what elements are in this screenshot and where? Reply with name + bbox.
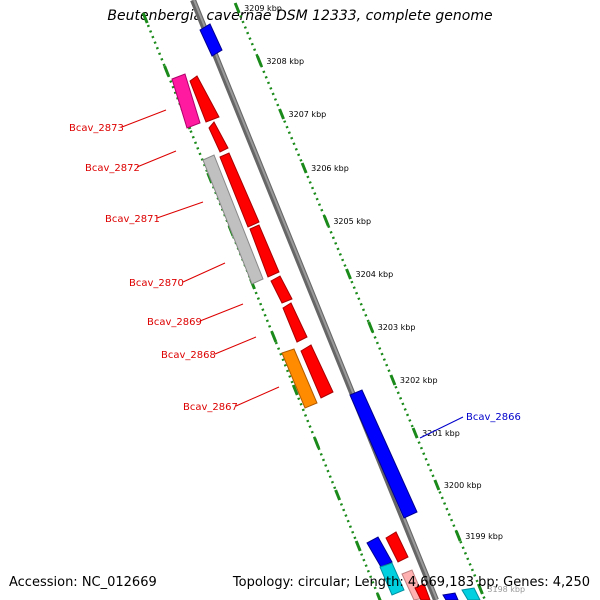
gene-red-c[interactable] [219, 152, 260, 228]
gene-features[interactable] [171, 23, 481, 600]
gene-label-bcav-2869[interactable]: Bcav_2869 [147, 303, 244, 328]
gene-label-bcav-2868[interactable]: Bcav_2868 [161, 336, 257, 361]
ruler-tick-label: 3205 kbp [333, 217, 371, 226]
gene-red-b[interactable] [208, 121, 229, 153]
gene-label-bcav-2870[interactable]: Bcav_2870 [129, 262, 226, 289]
svg-text:Bcav_2866: Bcav_2866 [466, 412, 521, 423]
gene-red-g[interactable] [300, 344, 334, 399]
gene-cyan-bottom[interactable] [379, 562, 405, 596]
svg-text:Bcav_2871: Bcav_2871 [105, 214, 160, 225]
inner-tick [270, 331, 278, 343]
outer-ruler-ticks: 3209 kbp 3208 kbp 3207 kbp 3206 kbp 3205 kbp… [233, 2, 525, 595]
outer-tick [454, 530, 462, 542]
svg-text:Bcav_2870: Bcav_2870 [129, 278, 184, 289]
gene-red-bottom[interactable] [385, 531, 409, 563]
outer-tick [411, 427, 419, 439]
outer-tick [278, 108, 285, 120]
gene-gray[interactable] [202, 154, 264, 285]
gene-label-bcav-2871[interactable]: Bcav_2871 [105, 201, 204, 225]
ruler-tick-label: 3201 kbp [422, 429, 460, 438]
ruler-tick-label: 3204 kbp [356, 270, 394, 279]
ruler-tick-label: 3209 kbp [244, 4, 282, 13]
inner-tick [313, 437, 321, 449]
outer-tick [300, 162, 308, 174]
ruler-tick-label: 3200 kbp [444, 481, 482, 490]
outer-tick [433, 479, 441, 491]
gene-orange[interactable] [281, 348, 318, 409]
outer-tick [477, 583, 484, 595]
gene-red-f[interactable] [282, 302, 308, 343]
gene-red-a[interactable] [189, 75, 220, 123]
gene-label-bcav-2866[interactable]: Bcav_2866 [419, 412, 521, 439]
outer-tick [322, 215, 330, 227]
ruler-tick-label: 3203 kbp [378, 323, 416, 332]
gene-blue-bottom-2[interactable] [442, 592, 459, 600]
svg-text:Bcav_2868: Bcav_2868 [161, 350, 216, 361]
outer-tick [345, 268, 352, 280]
svg-text:Bcav_2872: Bcav_2872 [85, 163, 140, 174]
gene-red-bottom-2[interactable] [414, 583, 431, 600]
gene-blue-top[interactable] [199, 23, 223, 57]
svg-text:Bcav_2869: Bcav_2869 [147, 317, 202, 328]
inner-tick [141, 12, 149, 24]
gene-label-bcav-2867[interactable]: Bcav_2867 [183, 386, 280, 413]
ruler-tick-label: 3208 kbp [266, 57, 304, 66]
inner-ruler-ticks [141, 12, 382, 600]
gene-pink[interactable] [171, 73, 201, 129]
inner-tick [291, 384, 299, 396]
outer-tick [233, 2, 241, 14]
gene-label-bcav-2872[interactable]: Bcav_2872 [85, 150, 177, 174]
gene-blue-bottom[interactable] [366, 536, 393, 568]
gene-red-e[interactable] [270, 275, 293, 304]
outer-ruler [236, 9, 487, 600]
ruler-tick-label: 3198 kbp [487, 585, 525, 594]
gene-blue-3201[interactable] [349, 389, 418, 519]
ruler-tick-label: 3206 kbp [311, 164, 349, 173]
inner-tick [334, 489, 342, 501]
accession-text: Accession: NC_012669 [9, 575, 157, 590]
svg-text:Bcav_2873: Bcav_2873 [69, 123, 124, 134]
gene-label-bcav-2873[interactable]: Bcav_2873 [69, 109, 167, 134]
gene-red-d[interactable] [249, 224, 280, 278]
inner-tick [354, 540, 362, 552]
inner-tick [163, 65, 170, 77]
genome-stats-text: Topology: circular; Length: 4,669,183 bp… [232, 575, 590, 590]
outer-tick [255, 55, 263, 67]
outer-tick [389, 374, 397, 386]
gene-cyan-bottom-2[interactable] [461, 587, 481, 600]
ruler-tick-label: 3207 kbp [289, 110, 327, 119]
svg-text:Bcav_2867: Bcav_2867 [183, 402, 238, 413]
ruler-tick-label: 3199 kbp [465, 532, 503, 541]
inner-tick [376, 593, 382, 600]
ruler-tick-label: 3202 kbp [400, 376, 438, 385]
outer-tick [367, 321, 375, 333]
